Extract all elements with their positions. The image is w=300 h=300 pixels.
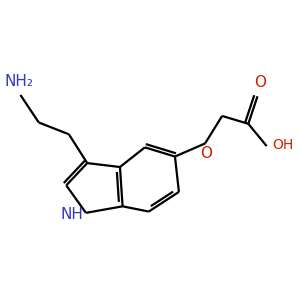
Text: OH: OH [272, 138, 294, 152]
Text: NH: NH [61, 207, 84, 222]
Text: O: O [200, 146, 212, 161]
Text: NH₂: NH₂ [4, 74, 34, 89]
Text: O: O [254, 75, 266, 90]
